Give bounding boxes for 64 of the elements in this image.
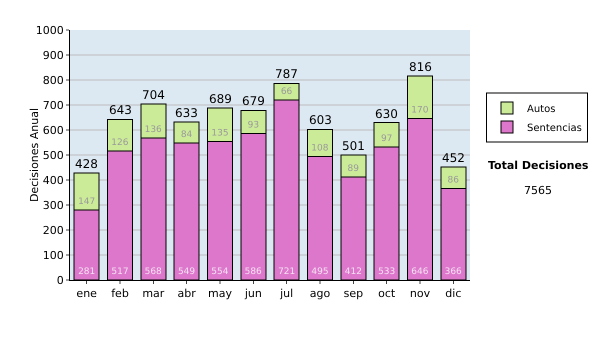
total-label: 704 xyxy=(142,88,165,102)
y-tick-label: 500 xyxy=(42,148,64,162)
data-label: 147 xyxy=(78,196,96,207)
y-tick-label: 800 xyxy=(42,74,64,87)
data-label: 646 xyxy=(411,267,429,277)
y-tick-label: 1000 xyxy=(36,24,64,37)
total-label: 816 xyxy=(409,60,432,74)
total-label: 630 xyxy=(375,107,398,121)
data-label: 89 xyxy=(347,164,360,174)
x-tick-label: sep xyxy=(344,287,364,300)
x-tick-label: jun xyxy=(244,287,262,300)
y-tick-label: 600 xyxy=(42,124,64,137)
data-label: 97 xyxy=(380,134,392,144)
data-label: 135 xyxy=(211,128,229,138)
data-label: 170 xyxy=(411,106,429,116)
x-tick-label: oct xyxy=(378,287,396,300)
y-tick-label: 700 xyxy=(42,98,64,112)
data-label: 66 xyxy=(280,86,293,97)
y-tick-label: 900 xyxy=(42,48,64,62)
data-label: 549 xyxy=(178,267,196,277)
x-tick-label: may xyxy=(208,287,232,300)
legend-label: Sentencias xyxy=(527,122,582,134)
data-label: 533 xyxy=(378,267,396,277)
data-label: 136 xyxy=(144,125,162,135)
y-tick-label: 400 xyxy=(42,174,64,187)
x-tick-label: ene xyxy=(76,287,98,300)
data-label: 93 xyxy=(248,120,260,130)
y-axis-title: Decisiones Anual xyxy=(28,108,41,202)
data-label: 86 xyxy=(447,176,460,186)
y-tick-label: 200 xyxy=(42,224,64,237)
total-label: 787 xyxy=(275,67,298,81)
x-tick-label: nov xyxy=(410,287,431,300)
total-label: 689 xyxy=(209,92,232,106)
data-label: 554 xyxy=(211,267,229,277)
text: 7565 xyxy=(524,184,552,197)
data-label: 108 xyxy=(311,143,329,154)
total-label: 643 xyxy=(109,103,132,117)
x-tick-label: abr xyxy=(178,287,196,300)
data-label: 568 xyxy=(144,267,162,277)
total-label: 633 xyxy=(175,106,198,120)
data-label: 281 xyxy=(78,267,96,277)
x-tick-label: ago xyxy=(310,287,330,300)
total-label: 679 xyxy=(242,94,265,108)
y-tick-label: 0 xyxy=(56,274,64,287)
total-label: 501 xyxy=(342,139,365,153)
data-label: 721 xyxy=(278,267,296,277)
x-tick-label: jul xyxy=(279,287,294,300)
x-tick-label: feb xyxy=(111,287,129,300)
data-label: 517 xyxy=(111,267,129,277)
data-label: 366 xyxy=(444,267,462,277)
data-label: 126 xyxy=(111,138,129,148)
total-label: 603 xyxy=(309,113,332,127)
data-label: 586 xyxy=(244,267,262,277)
data-label: 495 xyxy=(311,267,329,277)
x-tick-label: mar xyxy=(142,287,165,300)
y-tick-label: 100 xyxy=(42,248,64,262)
x-tick-label: dic xyxy=(445,287,462,300)
text: Total Decisiones xyxy=(488,159,589,172)
y-tick-label: 300 xyxy=(42,198,64,212)
data-label: 412 xyxy=(344,267,362,277)
legend-label: Autos xyxy=(527,104,556,115)
data-label: 84 xyxy=(180,130,193,140)
total-label: 452 xyxy=(442,151,465,165)
total-label: 428 xyxy=(75,157,98,171)
